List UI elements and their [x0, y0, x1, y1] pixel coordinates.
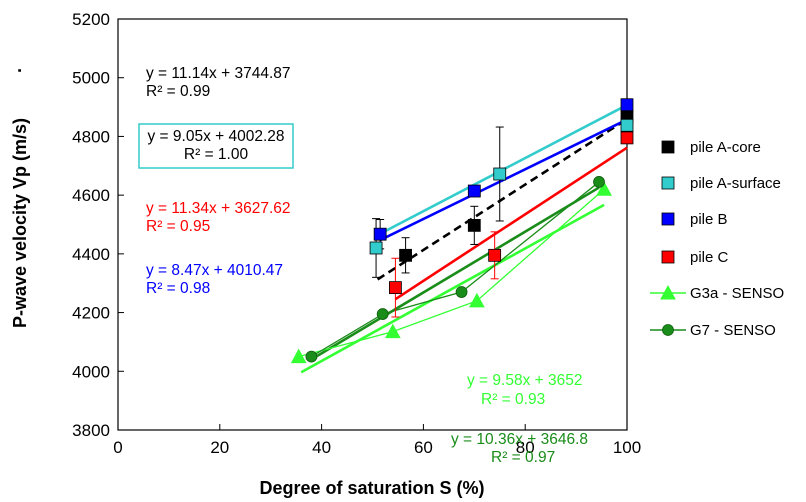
connector-g3a-senso	[298, 188, 605, 358]
point-g7-senso	[376, 308, 389, 320]
legend-item-pile-b: pile B	[661, 211, 728, 228]
legend-item-pile-a-surface: pile A-surface	[661, 175, 781, 192]
fit-line-pile-a-core	[376, 118, 628, 281]
y-tick-label: 4400	[72, 245, 110, 264]
fit-line-pile-c	[394, 146, 628, 301]
point-pile-c	[488, 248, 502, 262]
y-tick-label: 5200	[72, 10, 110, 29]
point-pile-a-surface	[369, 241, 383, 255]
r-squared-label: R² = 1.00	[184, 146, 249, 163]
point-g3a-senso	[290, 348, 307, 364]
r-squared-label: R² = 0.99	[146, 83, 210, 100]
point-pile-b	[373, 227, 387, 241]
legend-marker	[661, 140, 675, 154]
legend-label: pile A-core	[690, 139, 761, 156]
point-pile-a-surface	[493, 167, 507, 181]
point-g3a-senso	[385, 323, 401, 339]
legend-marker	[660, 284, 676, 300]
r-squared-label: R² = 0.93	[481, 391, 545, 408]
point-g7-senso	[593, 176, 605, 188]
y-tick-label: 4200	[72, 304, 110, 323]
r-squared-label: R² = 0.97	[491, 449, 555, 466]
y-tick-label: 4600	[72, 186, 110, 205]
legend-marker	[661, 212, 675, 226]
x-tick-label: 80	[516, 438, 535, 457]
y-tick-label: 5000	[72, 69, 110, 88]
legend-label: pile C	[690, 249, 729, 266]
point-pile-c	[620, 131, 634, 145]
point-g3a-senso	[469, 292, 485, 308]
connector-lines	[298, 181, 605, 358]
fit-line-g7-senso	[310, 186, 600, 361]
equation-line: y = 10.36x + 3646.8	[451, 431, 588, 448]
plot-frame	[117, 18, 628, 431]
legend-item-pile-c: pile C	[661, 249, 729, 266]
axes: 3800 4000 4200 4400 4600 4800 5000 5200 0 20 40 60 8…	[72, 10, 641, 457]
legend-item-pile-a-core: pile A-core	[661, 139, 761, 156]
equation-line: y = 11.14x + 3744.87	[146, 65, 291, 82]
point-pile-a-core	[467, 218, 481, 232]
x-tick-label: 100	[613, 438, 641, 457]
equation-line: y = 11.34x + 3627.62	[146, 200, 291, 217]
data-markers	[290, 98, 634, 364]
point-pile-a-surface	[620, 118, 634, 132]
x-tick-label: 60	[414, 438, 433, 457]
x-tick-label: 20	[210, 438, 229, 457]
equation-line: y = 8.47x + 4010.47	[146, 262, 283, 279]
legend-label: G7 - SENSO	[690, 322, 776, 339]
point-g3a-senso	[596, 181, 612, 196]
r-squared-label: R² = 0.95	[146, 218, 210, 235]
legend: pile A-core pile A-surface pile B pile C G3a…	[650, 139, 784, 339]
y-tick-label: 4000	[72, 362, 110, 381]
equation-box	[138, 123, 294, 169]
equation-annotation: y = 10.36x + 3646.8R² = 0.97	[451, 431, 588, 466]
legend-marker	[661, 250, 675, 264]
legend-marker	[662, 324, 674, 336]
fit-lines	[300, 103, 628, 374]
y-tick-label: 4800	[72, 127, 110, 146]
point-pile-c	[389, 281, 402, 295]
axis-labels: Degree of saturation S (%) P-wave veloci…	[10, 67, 485, 498]
x-tick-label: 0	[113, 438, 122, 457]
legend-label: pile A-surface	[690, 175, 781, 192]
point-pile-a-core	[399, 248, 412, 262]
equation-line: y = 9.05x + 4002.28	[147, 128, 284, 145]
r-squared-label: R² = 0.98	[146, 280, 210, 297]
x-axis-label: Degree of saturation S (%)	[259, 478, 484, 498]
connector-g7-senso	[311, 181, 600, 358]
equation-line: y = 9.58x + 3652	[467, 372, 582, 389]
point-pile-b	[467, 184, 481, 198]
point-g7-senso	[455, 286, 468, 298]
y-axis-label: P-wave velocity Vp (m/s)	[10, 118, 30, 328]
legend-marker	[661, 176, 675, 190]
equation-annotation: y = 9.58x + 3652 R² = 0.93	[467, 372, 582, 408]
legend-item-g3a-senso: G3a - SENSO	[650, 284, 784, 302]
y-tick-label: 3800	[72, 421, 110, 440]
legend-item-g7-senso: G7 - SENSO	[650, 322, 776, 339]
point-pile-b	[620, 98, 634, 112]
point-g7-senso	[305, 350, 318, 363]
legend-label: G3a - SENSO	[690, 285, 784, 302]
x-tick-label: 40	[312, 438, 331, 457]
y-axis-label-suffix: ·	[10, 67, 30, 73]
fit-line-g3a-senso	[300, 203, 605, 374]
legend-label: pile B	[690, 211, 728, 228]
